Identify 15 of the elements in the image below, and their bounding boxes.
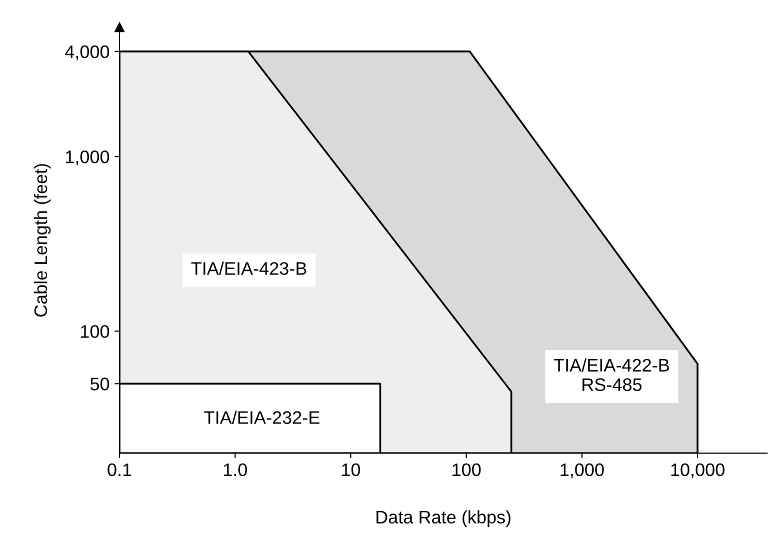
- x-axis-title: Data Rate (kbps): [376, 510, 510, 528]
- x-tick-label: 1.0: [224, 463, 247, 476]
- y-tick-label: 1,000: [66, 150, 110, 166]
- x-tick-label: 0.1: [108, 463, 132, 476]
- series-label: TIA/EIA-422-B RS-485: [554, 358, 669, 392]
- x-tick-label: 10,000: [671, 463, 724, 478]
- y-tick-label: 50: [90, 378, 110, 390]
- y-tick-label: 100: [81, 325, 110, 338]
- series-label: TIA/EIA-423-B: [191, 262, 306, 275]
- y-axis-title: Cable Length (feet): [34, 164, 51, 317]
- x-tick-label: 1,000: [560, 463, 604, 478]
- y-tick-label: 4,000: [65, 45, 110, 60]
- x-tick-label: 100: [452, 463, 481, 476]
- series-label: TIA/EIA-232-E: [204, 410, 320, 424]
- x-tick-label: 10: [342, 463, 360, 476]
